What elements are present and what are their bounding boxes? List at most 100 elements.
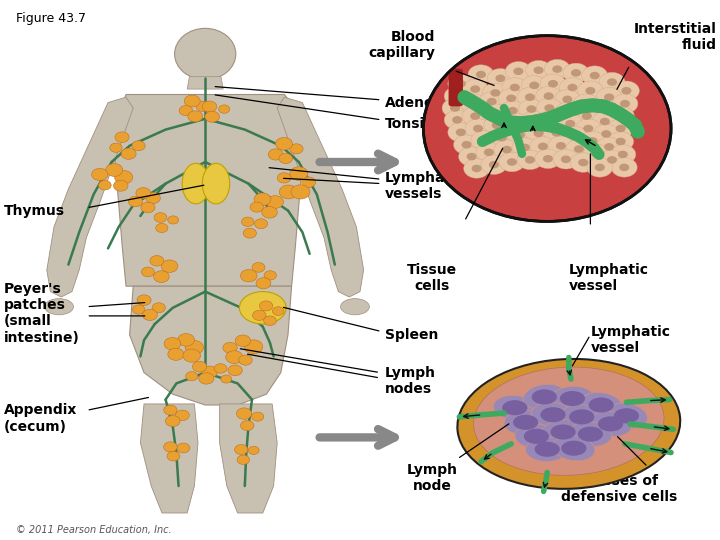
Circle shape bbox=[277, 173, 291, 183]
Ellipse shape bbox=[531, 389, 557, 404]
Circle shape bbox=[583, 144, 609, 164]
Circle shape bbox=[610, 145, 636, 164]
Ellipse shape bbox=[182, 163, 210, 204]
Circle shape bbox=[548, 136, 574, 156]
Circle shape bbox=[450, 104, 460, 112]
Circle shape bbox=[556, 142, 566, 150]
Ellipse shape bbox=[613, 408, 639, 423]
Circle shape bbox=[498, 89, 524, 108]
Circle shape bbox=[526, 60, 552, 80]
Circle shape bbox=[592, 112, 618, 131]
Circle shape bbox=[575, 119, 601, 138]
Ellipse shape bbox=[45, 299, 73, 315]
Circle shape bbox=[616, 112, 626, 120]
Circle shape bbox=[168, 216, 179, 224]
Circle shape bbox=[161, 260, 178, 273]
Circle shape bbox=[510, 119, 520, 126]
Circle shape bbox=[150, 255, 164, 266]
Circle shape bbox=[616, 125, 626, 132]
Circle shape bbox=[481, 104, 507, 123]
Circle shape bbox=[254, 193, 271, 206]
Circle shape bbox=[226, 350, 243, 363]
Circle shape bbox=[454, 135, 480, 154]
Circle shape bbox=[539, 110, 564, 130]
Polygon shape bbox=[187, 77, 223, 89]
Circle shape bbox=[604, 143, 614, 151]
Circle shape bbox=[513, 68, 523, 75]
Ellipse shape bbox=[569, 409, 595, 424]
Circle shape bbox=[152, 303, 166, 313]
Circle shape bbox=[470, 85, 480, 93]
Circle shape bbox=[228, 365, 242, 376]
Circle shape bbox=[462, 79, 488, 99]
Circle shape bbox=[570, 153, 596, 172]
Ellipse shape bbox=[515, 424, 558, 449]
Circle shape bbox=[153, 271, 169, 282]
Circle shape bbox=[462, 141, 472, 148]
Circle shape bbox=[221, 375, 232, 383]
Text: Lymphatic
vessel: Lymphatic vessel bbox=[569, 263, 649, 293]
Circle shape bbox=[548, 80, 558, 87]
Circle shape bbox=[521, 111, 546, 131]
Circle shape bbox=[196, 101, 210, 112]
Circle shape bbox=[279, 185, 297, 199]
Circle shape bbox=[608, 132, 634, 151]
Circle shape bbox=[465, 119, 491, 138]
Ellipse shape bbox=[526, 437, 569, 462]
Circle shape bbox=[599, 150, 625, 170]
Circle shape bbox=[574, 106, 600, 126]
Circle shape bbox=[266, 195, 284, 208]
Circle shape bbox=[592, 99, 618, 119]
Circle shape bbox=[517, 87, 543, 107]
Circle shape bbox=[543, 155, 553, 163]
Circle shape bbox=[507, 125, 533, 145]
Circle shape bbox=[132, 305, 145, 314]
Circle shape bbox=[583, 125, 593, 132]
Circle shape bbox=[502, 113, 528, 132]
Circle shape bbox=[619, 164, 629, 171]
Circle shape bbox=[262, 206, 277, 218]
Ellipse shape bbox=[502, 400, 527, 415]
Polygon shape bbox=[220, 404, 277, 513]
Circle shape bbox=[494, 140, 520, 159]
Circle shape bbox=[591, 150, 601, 158]
Ellipse shape bbox=[534, 442, 560, 457]
Ellipse shape bbox=[504, 410, 547, 435]
Circle shape bbox=[452, 92, 462, 100]
Circle shape bbox=[563, 63, 589, 83]
Circle shape bbox=[239, 355, 252, 365]
Circle shape bbox=[484, 148, 494, 156]
Ellipse shape bbox=[588, 397, 613, 413]
FancyBboxPatch shape bbox=[449, 69, 463, 106]
Circle shape bbox=[601, 130, 611, 138]
Circle shape bbox=[502, 146, 512, 153]
Ellipse shape bbox=[580, 393, 622, 417]
Circle shape bbox=[566, 139, 592, 159]
Text: Spleen: Spleen bbox=[385, 328, 438, 342]
Ellipse shape bbox=[523, 429, 549, 444]
Circle shape bbox=[489, 161, 499, 168]
Circle shape bbox=[164, 338, 181, 350]
Circle shape bbox=[250, 202, 264, 212]
Ellipse shape bbox=[513, 415, 539, 430]
Ellipse shape bbox=[523, 384, 565, 409]
Circle shape bbox=[202, 101, 217, 112]
Circle shape bbox=[156, 224, 168, 233]
Circle shape bbox=[521, 76, 547, 95]
Circle shape bbox=[585, 87, 595, 94]
Circle shape bbox=[186, 372, 198, 381]
Circle shape bbox=[192, 361, 207, 372]
Circle shape bbox=[574, 145, 584, 153]
Circle shape bbox=[423, 36, 671, 221]
Circle shape bbox=[235, 335, 251, 347]
Circle shape bbox=[176, 410, 189, 421]
Circle shape bbox=[517, 150, 543, 170]
Circle shape bbox=[544, 123, 570, 143]
Circle shape bbox=[444, 110, 470, 130]
Circle shape bbox=[136, 187, 150, 199]
Circle shape bbox=[121, 148, 136, 159]
Circle shape bbox=[472, 165, 482, 172]
Circle shape bbox=[612, 94, 638, 113]
Circle shape bbox=[467, 153, 477, 160]
Circle shape bbox=[608, 119, 634, 138]
